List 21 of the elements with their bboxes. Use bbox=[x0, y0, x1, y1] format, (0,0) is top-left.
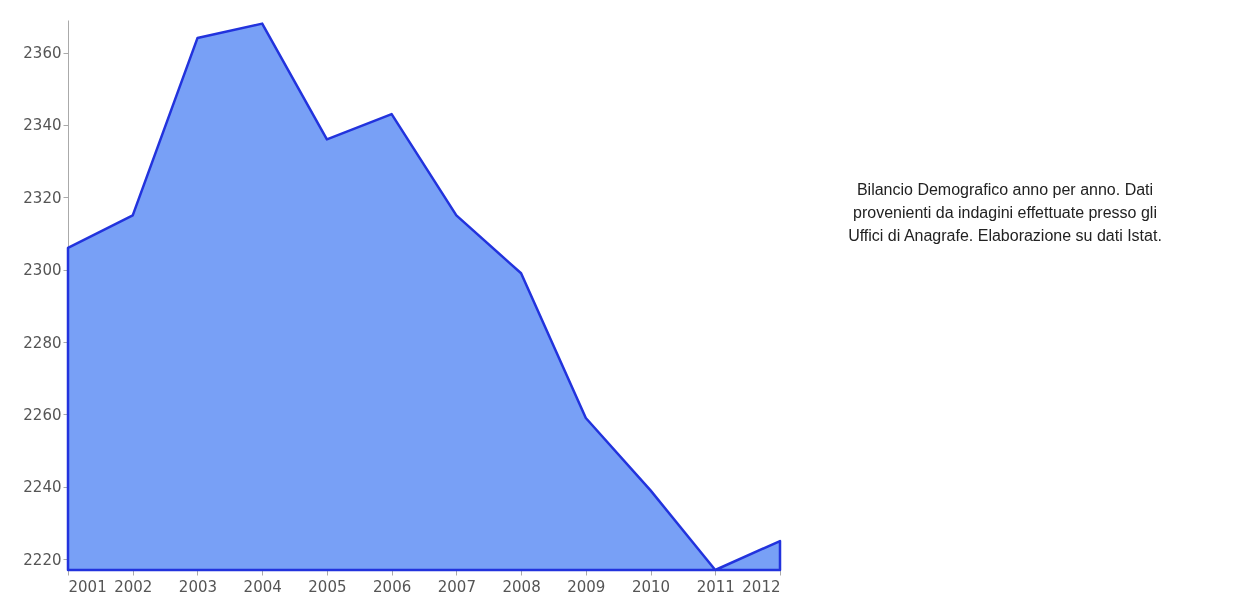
x-tick-label: 2011 bbox=[696, 577, 735, 596]
x-tick-label: 2012 bbox=[742, 577, 781, 596]
x-tick-label: 2007 bbox=[437, 577, 476, 596]
y-tick-label: 2360 bbox=[23, 44, 62, 63]
y-tick-label: 2340 bbox=[23, 116, 62, 135]
y-tick-label: 2300 bbox=[23, 261, 62, 280]
x-tick-label: 2001 bbox=[68, 577, 107, 596]
y-tick-label: 2320 bbox=[23, 188, 62, 207]
x-tick-label: 2005 bbox=[308, 577, 347, 596]
x-tick-label: 2003 bbox=[178, 577, 218, 596]
y-tick-label: 2280 bbox=[23, 333, 62, 352]
x-tick-label: 2006 bbox=[373, 577, 412, 596]
y-tick-label: 2240 bbox=[23, 478, 62, 497]
x-tick-label: 2008 bbox=[502, 577, 541, 596]
y-tick-label: 2260 bbox=[23, 405, 62, 424]
x-tick-label: 2010 bbox=[631, 577, 671, 596]
x-tick-label: 2002 bbox=[114, 577, 153, 596]
x-tick-label: 2004 bbox=[243, 577, 282, 596]
x-tick-label: 2009 bbox=[567, 577, 606, 596]
text: Bilancio Demografico anno per anno. Dati provenienti da indagini effettuate presso gli Uffici di Anagrafe. Elaborazione su dati Istat. bbox=[847, 180, 1163, 246]
y-tick-label: 2220 bbox=[23, 550, 62, 569]
